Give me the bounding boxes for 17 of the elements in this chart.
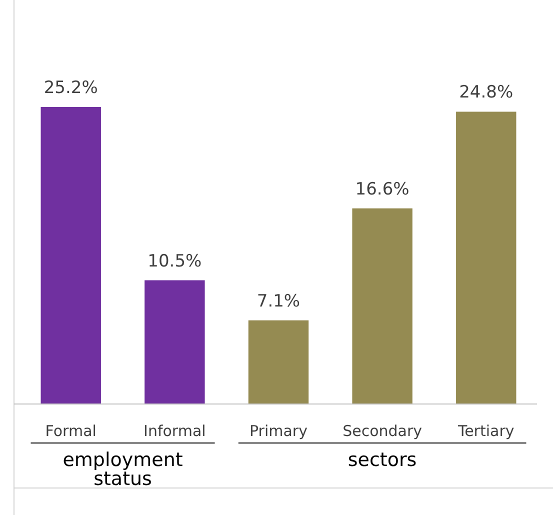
x-tick-label: Tertiary xyxy=(456,422,514,440)
bar xyxy=(144,280,205,404)
x-tick-label: Secondary xyxy=(342,422,422,440)
data-label: 16.6% xyxy=(355,179,410,200)
bar xyxy=(248,320,309,404)
x-tick-label: Informal xyxy=(144,422,206,440)
data-label: 25.2% xyxy=(44,78,98,98)
data-label: 7.1% xyxy=(256,291,300,312)
bar xyxy=(352,208,412,404)
bar xyxy=(456,112,516,404)
bar xyxy=(40,107,101,404)
data-label: 10.5% xyxy=(148,251,202,272)
text: sectors xyxy=(348,449,417,471)
text: employment status xyxy=(62,449,183,490)
x-tick-label: Formal xyxy=(45,422,96,440)
x-tick-label: Primary xyxy=(250,422,308,440)
data-label: 24.8% xyxy=(459,82,514,103)
